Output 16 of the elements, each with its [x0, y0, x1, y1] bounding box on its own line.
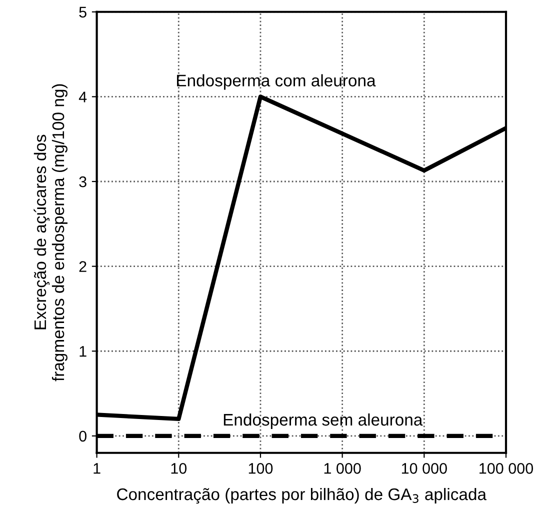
series-label: Endosperma com aleurona — [177, 74, 376, 90]
y-tick-label: 4 — [78, 92, 87, 102]
y-tick-label: 5 — [79, 6, 86, 18]
x-tick-label: 10 — [171, 463, 187, 474]
x-tick-label: 100 000 — [480, 463, 534, 474]
y-tick-label: 0 — [79, 430, 86, 442]
x-tick-label: 1 — [94, 463, 100, 474]
y-tick-label: 2 — [79, 261, 86, 272]
series-label: Endosperma sem aleurona — [224, 413, 423, 429]
y-tick-label: 3 — [79, 176, 86, 188]
y-tick-label: 1 — [80, 346, 86, 357]
x-axis-title: Concentração (partes por bilhão) de GA$_{3}$ aplicada — [117, 488, 487, 504]
x-tick-label: 100 — [248, 463, 273, 474]
x-tick-label: 10 000 — [402, 463, 447, 474]
y-axis-title: Excreção de açúcares dos fragmentos de endosperma (mg/100 ng) — [34, 84, 68, 382]
x-tick-label: 1 000 — [324, 463, 361, 474]
